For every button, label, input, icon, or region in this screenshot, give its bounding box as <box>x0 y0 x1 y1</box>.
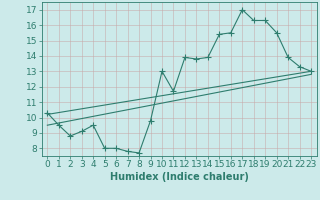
X-axis label: Humidex (Indice chaleur): Humidex (Indice chaleur) <box>110 172 249 182</box>
